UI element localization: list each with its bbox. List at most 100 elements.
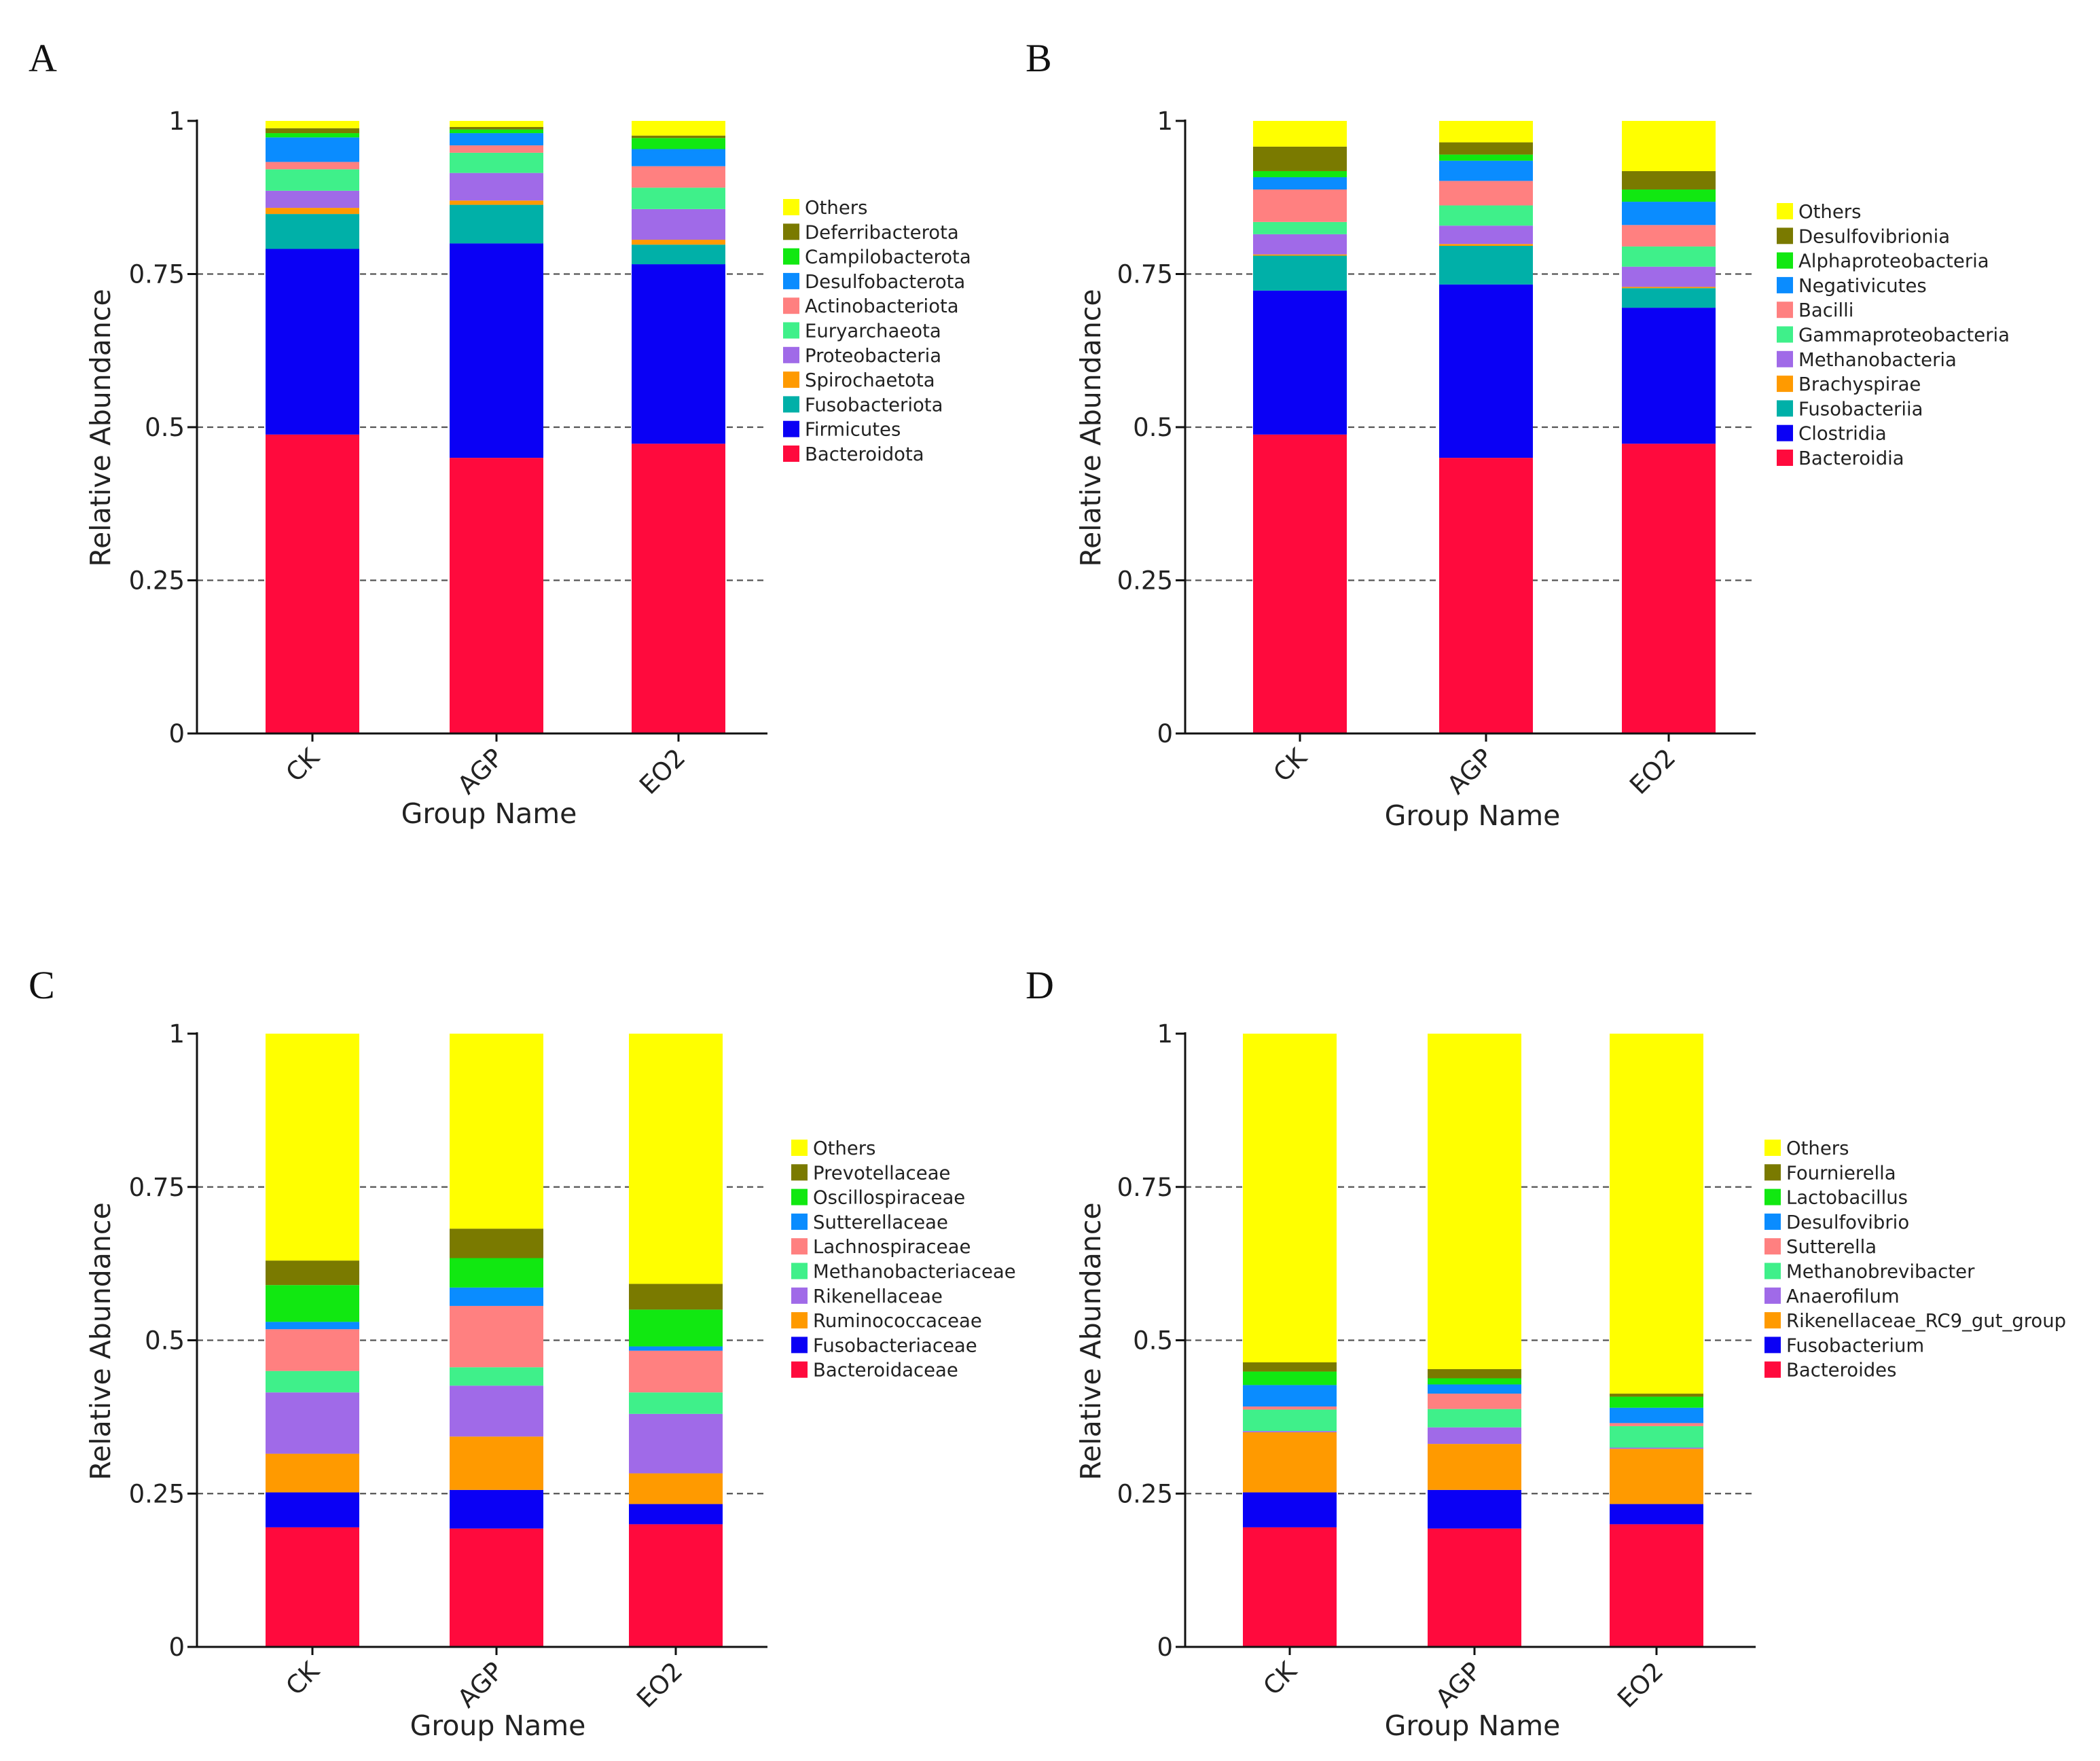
bar-segment-ck-prevotellaceae	[266, 1260, 359, 1286]
legend-label-others: Others	[805, 197, 867, 219]
legend-swatch-fusobacteriota	[783, 396, 799, 413]
x-tick-label: EO2	[631, 1656, 688, 1713]
bar-segment-ck-ruminococcaceae	[266, 1453, 359, 1493]
legend-label-desulfovibrio: Desulfovibrio	[1786, 1212, 1909, 1233]
bar-segment-agp-desulfovibrionia	[1439, 142, 1533, 155]
legend-swatch-alphaproteobacteria	[1777, 252, 1793, 269]
bar-segment-ck-others	[1253, 121, 1347, 147]
legend-swatch-others	[1764, 1140, 1781, 1156]
bar-segment-ck-proteobacteria	[266, 190, 359, 208]
y-tick-label: 0	[168, 1633, 185, 1662]
legend-swatch-fournierella	[1764, 1164, 1781, 1181]
legend-swatch-oscillospiraceae	[791, 1188, 808, 1205]
bar-segment-eo2-actinobacteriota	[632, 166, 725, 188]
panel-letter: C	[29, 963, 55, 1007]
legend-label-fusobacteriaceae: Fusobacteriaceae	[813, 1335, 977, 1356]
legend-label-clostridia: Clostridia	[1798, 423, 1887, 445]
legend-swatch-bacteroidaceae	[791, 1361, 808, 1378]
legend-label-gammaproteobacteria: Gammaproteobacteria	[1798, 325, 2010, 346]
bar-segment-agp-negativicutes	[1439, 160, 1533, 181]
bar-segment-agp-lactobacillus	[1428, 1378, 1521, 1385]
bar-segment-agp-rikenellaceae	[450, 1385, 543, 1437]
bar-segment-ck-others	[266, 121, 359, 128]
bar-segment-eo2-fournierella	[1610, 1394, 1703, 1397]
bar-segment-ck-gammaproteobacteria	[1253, 221, 1347, 234]
legend-label-deferribacterota: Deferribacterota	[805, 221, 959, 243]
legend-label-fusobacterium: Fusobacterium	[1786, 1335, 1924, 1356]
bar-segment-eo2-sutterellaceae	[629, 1346, 723, 1351]
panel-letter: B	[1026, 36, 1052, 80]
bar-segment-agp-bacteroides	[1428, 1528, 1521, 1647]
bar-segment-ck-others	[266, 1034, 359, 1261]
bar-segment-agp-methanobacteriaceae	[450, 1367, 543, 1386]
x-tick-label: CK	[280, 742, 326, 788]
bar-segment-eo2-sutterella	[1610, 1423, 1703, 1426]
bar-segment-agp-fournierella	[1428, 1368, 1521, 1379]
y-axis-title: Relative Abundance	[84, 289, 117, 566]
bar-segment-agp-ruminococcaceae	[450, 1436, 543, 1490]
legend-label-others: Others	[1798, 201, 1861, 223]
legend-label-actinobacteriota: Actinobacteriota	[805, 295, 959, 317]
x-axis-title: Group Name	[401, 797, 577, 830]
bar-segment-eo2-lactobacillus	[1610, 1396, 1703, 1408]
bar-segment-agp-spirochaetota	[450, 200, 543, 205]
bar-segment-ck-brachyspirae	[1253, 254, 1347, 256]
legend-label-alphaproteobacteria: Alphaproteobacteria	[1798, 251, 1989, 272]
bar-segment-agp-methanobrevibacter	[1428, 1409, 1521, 1428]
bar-segment-agp-prevotellaceae	[450, 1229, 543, 1258]
bar-segment-ck-actinobacteriota	[266, 162, 359, 170]
legend-swatch-rikenellaceae	[791, 1287, 808, 1304]
bar-segment-agp-actinobacteriota	[450, 145, 543, 153]
legend-label-negativicutes: Negativicutes	[1798, 275, 1927, 297]
legend-label-anaerofilum: Anaerofilum	[1786, 1286, 1900, 1307]
legend-label-proteobacteria: Proteobacteria	[805, 345, 941, 367]
y-tick-label: 1	[168, 1019, 185, 1049]
legend: Others Fournierella Lactobacillus Desulfovi…	[1764, 1138, 2066, 1381]
legend-label-desulfobacterota: Desulfobacterota	[805, 271, 965, 293]
x-tick-label: CK	[280, 1656, 326, 1701]
x-tick-label: EO2	[1612, 1656, 1669, 1713]
bar-segment-eo2-firmicutes	[632, 264, 725, 444]
legend-label-methanobrevibacter: Methanobrevibacter	[1786, 1261, 1975, 1283]
legend-swatch-proteobacteria	[783, 346, 799, 363]
legend-swatch-gammaproteobacteria	[1777, 326, 1793, 343]
legend-label-bacteroides: Bacteroides	[1786, 1360, 1896, 1381]
legend-swatch-fusobacterium	[1764, 1337, 1781, 1354]
bar-segment-agp-bacteroidota	[450, 458, 543, 733]
y-tick-label: 0	[1157, 1633, 1173, 1662]
legend-swatch-desulfovibrionia	[1777, 228, 1793, 244]
legend: Others Prevotellaceae Oscillospiraceae Sutt…	[791, 1138, 1016, 1381]
legend-swatch-brachyspirae	[1777, 376, 1793, 393]
bar-segment-ck-oscillospiraceae	[266, 1285, 359, 1322]
legend-label-bacteroidaceae: Bacteroidaceae	[813, 1360, 958, 1381]
bar-segment-agp-euryarchaeota	[450, 152, 543, 173]
bar-segment-ck-bacteroidaceae	[266, 1527, 359, 1647]
bar-segment-agp-bacteroidia	[1439, 458, 1533, 733]
x-tick-label: CK	[1268, 742, 1314, 788]
bar-segment-agp-deferribacterota	[450, 127, 543, 130]
legend-label-prevotellaceae: Prevotellaceae	[813, 1162, 950, 1184]
bar-segment-ck-fusobacteriaceae	[266, 1492, 359, 1527]
legend-label-methanobacteria: Methanobacteria	[1798, 349, 1957, 371]
bar-segment-agp-clostridia	[1439, 284, 1533, 458]
legend-label-desulfovibrionia: Desulfovibrionia	[1798, 225, 1950, 247]
y-tick-label: 0	[168, 719, 185, 748]
legend-swatch-clostridia	[1777, 424, 1793, 441]
bar-segment-ck-desulfovibrionia	[1253, 146, 1347, 171]
bar-segment-eo2-fusobacterium	[1610, 1504, 1703, 1525]
legend-label-fournierella: Fournierella	[1786, 1162, 1896, 1184]
bar-segment-ck-rikenellaceae-rc9-gut-group	[1243, 1432, 1337, 1493]
bar-segment-agp-fusobacteriaceae	[450, 1489, 543, 1529]
bar-segment-eo2-others	[1610, 1034, 1703, 1394]
bar-segment-agp-fusobacteriota	[450, 204, 543, 244]
x-tick-label: CK	[1258, 1656, 1303, 1701]
legend-label-firmicutes: Firmicutes	[805, 419, 901, 441]
bar-segment-ck-lachnospiraceae	[266, 1329, 359, 1371]
legend-swatch-fusobacteriia	[1777, 400, 1793, 417]
bar-segment-eo2-ruminococcaceae	[629, 1473, 723, 1504]
legend-swatch-campilobacterota	[783, 248, 799, 265]
bar-segment-eo2-bacteroides	[1610, 1524, 1703, 1647]
